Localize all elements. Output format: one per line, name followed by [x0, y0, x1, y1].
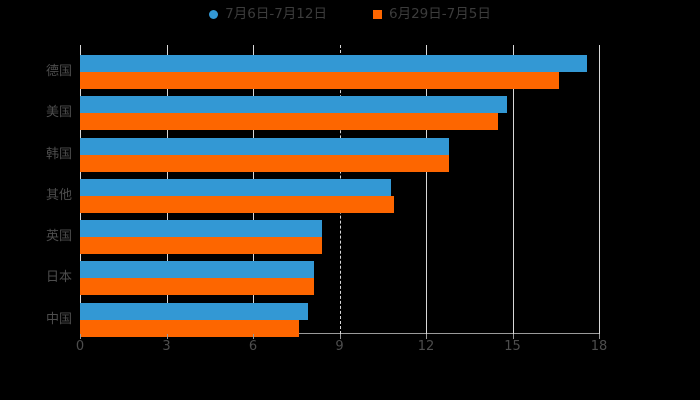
- bar-group: [80, 261, 599, 296]
- bar[interactable]: [80, 178, 392, 196]
- gridline-x-15: [512, 45, 514, 334]
- bar-group: [80, 137, 599, 172]
- x-tick-mark-9: [339, 334, 341, 339]
- y-axis-label-5: 日本: [45, 270, 72, 286]
- gridline-x-12: [426, 45, 427, 334]
- bar-group: [80, 220, 599, 255]
- bar[interactable]: [80, 113, 499, 131]
- bar-group: [80, 178, 599, 213]
- x-tick-label-12: 12: [417, 339, 435, 354]
- y-axis-label-3: 其他: [45, 187, 72, 203]
- bar[interactable]: [80, 237, 323, 255]
- legend-label-series-1: 6月29日-7月5日: [389, 6, 491, 22]
- legend-label-series-0: 7月6日-7月12日: [225, 6, 327, 22]
- plot-area: [80, 45, 600, 337]
- bar-group: [80, 302, 599, 337]
- x-tick-mark-3: [166, 334, 168, 339]
- bar-group: [80, 96, 599, 131]
- x-tick-label-18: 18: [590, 339, 608, 354]
- bar[interactable]: [80, 302, 308, 320]
- legend-item-series-0[interactable]: 7月6日-7月12日: [209, 6, 327, 22]
- legend-item-series-1[interactable]: 6月29日-7月5日: [373, 6, 491, 22]
- y-axis-label-4: 英国: [45, 229, 72, 245]
- y-axis-label-2: 韩国: [45, 146, 72, 162]
- y-axis-label-6: 中国: [45, 311, 72, 327]
- x-tick-label-3: 3: [162, 339, 171, 354]
- bar[interactable]: [80, 220, 323, 238]
- x-tick-label-15: 15: [504, 339, 521, 354]
- bar[interactable]: [80, 195, 395, 213]
- bar[interactable]: [80, 137, 450, 155]
- x-tick-label-9: 9: [335, 339, 344, 354]
- legend-marker-circle-icon: [209, 10, 219, 20]
- x-tick-mark-0: [80, 334, 81, 339]
- bar[interactable]: [80, 278, 314, 296]
- y-axis-label-0: 德国: [45, 64, 72, 79]
- x-tick-mark-18: [599, 334, 600, 339]
- legend-marker-square-icon: [373, 10, 382, 20]
- x-tick-mark-12: [426, 334, 427, 339]
- bar[interactable]: [80, 261, 314, 279]
- x-tick-mark-15: [512, 334, 514, 339]
- bar[interactable]: [80, 96, 507, 114]
- x-tick-mark-6: [253, 334, 254, 339]
- chart-legend: 7月6日-7月12日 6月29日-7月5日: [0, 6, 700, 22]
- bar[interactable]: [80, 72, 559, 89]
- x-tick-label-0: 0: [75, 339, 85, 354]
- y-axis-label-1: 美国: [45, 105, 72, 121]
- x-tick-label-6: 6: [248, 339, 258, 354]
- bar-group: [80, 55, 599, 89]
- bar[interactable]: [80, 319, 300, 337]
- bar[interactable]: [80, 154, 450, 172]
- bar[interactable]: [80, 55, 588, 72]
- gridline-x-18: [599, 45, 600, 334]
